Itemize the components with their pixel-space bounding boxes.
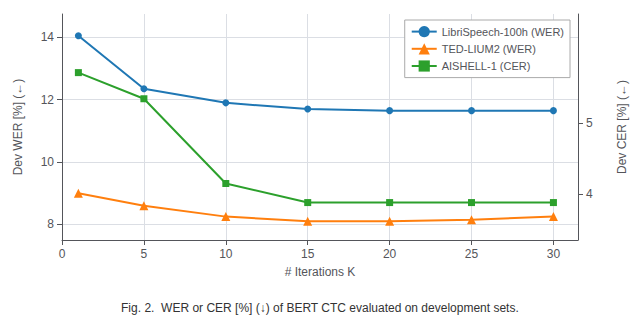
svg-text:TED-LIUM2 (WER): TED-LIUM2 (WER) (442, 43, 536, 55)
svg-text:LibriSpeech-100h (WER): LibriSpeech-100h (WER) (442, 26, 564, 38)
svg-text:14: 14 (41, 30, 55, 44)
svg-text:10: 10 (219, 247, 233, 261)
svg-text:AISHELL-1 (CER): AISHELL-1 (CER) (442, 60, 531, 72)
svg-text:Dev CER [%] (←): Dev CER [%] (←) (615, 80, 629, 174)
svg-text:12: 12 (41, 93, 55, 107)
svg-text:10: 10 (41, 155, 55, 169)
svg-text:# Iterations K: # Iterations K (285, 265, 356, 279)
svg-text:5: 5 (586, 116, 593, 130)
svg-text:15: 15 (301, 247, 315, 261)
svg-text:0: 0 (59, 247, 66, 261)
svg-text:Dev WER [%] (←): Dev WER [%] (←) (11, 79, 25, 176)
svg-text:Fig. 2. WER or CER [%] (↓) of: Fig. 2. WER or CER [%] (↓) of BERT CTC e… (121, 301, 519, 315)
svg-text:8: 8 (47, 217, 54, 231)
svg-text:20: 20 (383, 247, 397, 261)
svg-text:25: 25 (465, 247, 479, 261)
svg-text:4: 4 (586, 187, 593, 201)
svg-text:5: 5 (141, 247, 148, 261)
svg-text:30: 30 (547, 247, 561, 261)
